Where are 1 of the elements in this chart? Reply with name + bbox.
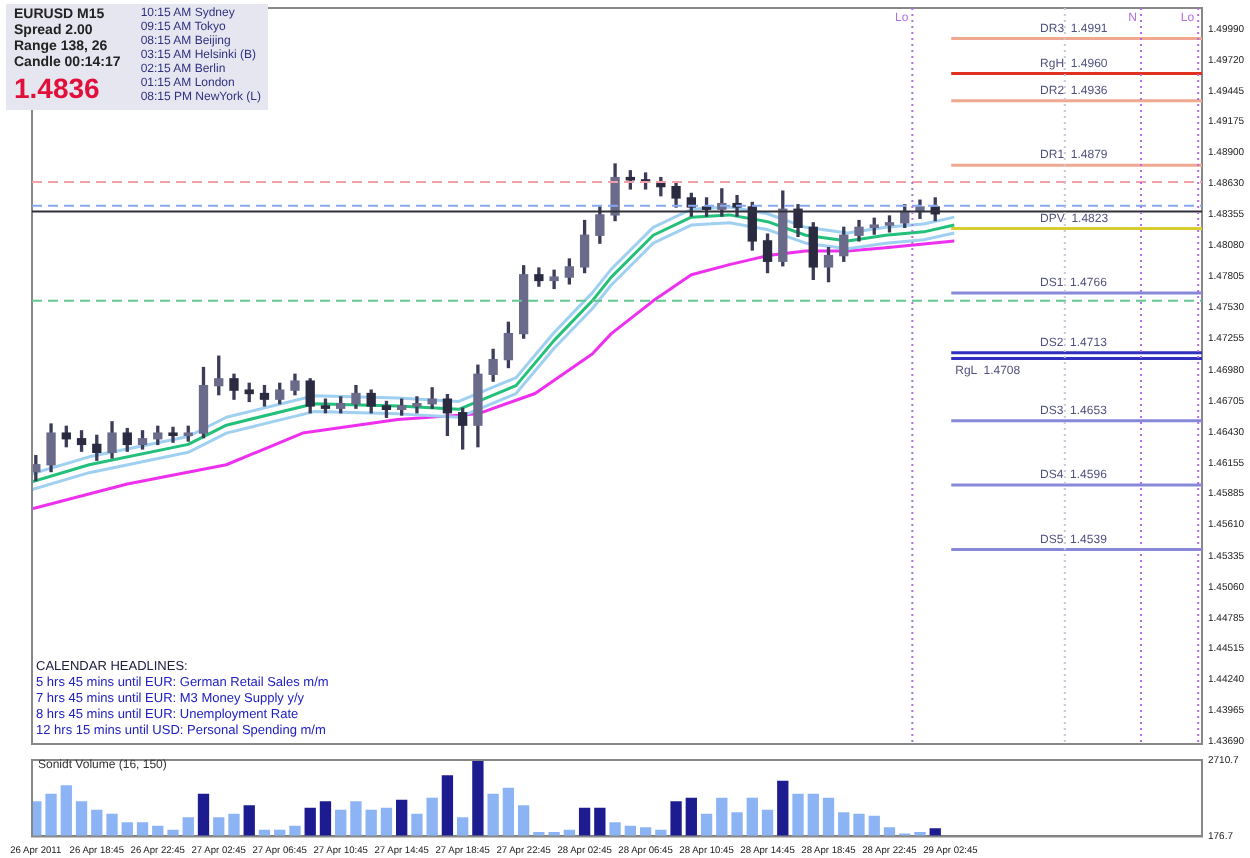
annotation: 1.4836 [14, 72, 102, 104]
